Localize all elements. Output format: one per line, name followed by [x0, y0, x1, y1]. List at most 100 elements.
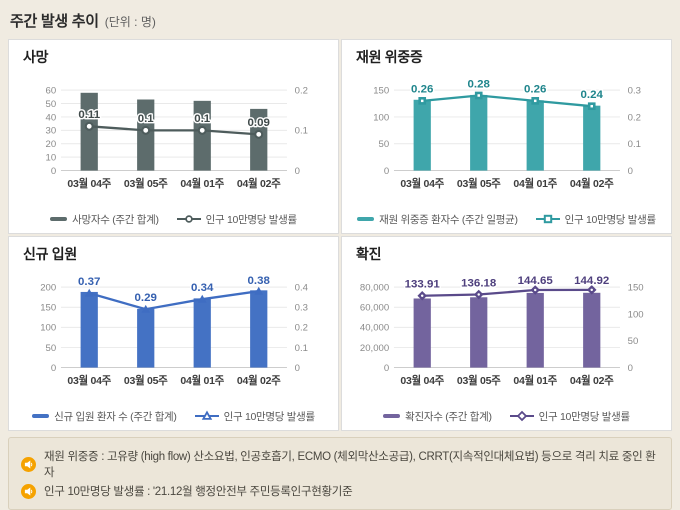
svg-text:0.2: 0.2: [295, 323, 308, 334]
svg-text:0: 0: [51, 363, 56, 374]
svg-text:50: 50: [628, 336, 639, 347]
svg-text:0.38: 0.38: [248, 275, 271, 287]
svg-text:03월 05주: 03월 05주: [124, 374, 168, 387]
footnote-line: 재원 위중증 : 고유량 (high flow) 산소요법, 인공호흡기, EC…: [21, 448, 659, 480]
svg-text:03월 04주: 03월 04주: [400, 177, 444, 190]
chart-legend-confirmed: 확진자수 (주간 합계) 인구 10만명당 발생률: [348, 406, 665, 426]
legend-item-bar: 재원 위중증 환자수 (주간 일평균): [357, 212, 518, 227]
bar-swatch-icon: [383, 414, 401, 418]
svg-text:0.34: 0.34: [191, 282, 214, 294]
svg-text:50: 50: [46, 343, 57, 354]
chart-title-admissions: 신규 입원: [23, 246, 77, 262]
line-marker-icon: [509, 410, 534, 422]
svg-text:0.3: 0.3: [295, 303, 308, 314]
footnotes-box: 재원 위중증 : 고유량 (high flow) 산소요법, 인공호흡기, EC…: [8, 437, 672, 510]
svg-text:20,000: 20,000: [360, 343, 389, 354]
svg-text:04월 01주: 04월 01주: [513, 374, 557, 387]
svg-text:40: 40: [46, 112, 57, 123]
svg-text:0.37: 0.37: [78, 276, 100, 288]
svg-text:03월 04주: 03월 04주: [67, 177, 111, 190]
svg-text:136.18: 136.18: [461, 277, 497, 289]
svg-text:0.28: 0.28: [468, 78, 491, 90]
chart-title-severe: 재원 위중증: [356, 49, 423, 65]
chart-title-deaths: 사망: [23, 49, 49, 65]
svg-text:03월 05주: 03월 05주: [124, 177, 168, 190]
svg-text:150: 150: [628, 282, 644, 293]
legend-item-bar: 신규 입원 환자 수 (주간 합계): [32, 409, 177, 424]
chart-panel-severe: 재원 위중증 0 50 100 150 0 0.1 0.2 0.3 03월 04주 03월 05주…: [341, 39, 672, 234]
svg-text:0.1: 0.1: [295, 126, 308, 137]
svg-text:50: 50: [46, 99, 57, 110]
svg-text:100: 100: [628, 309, 644, 320]
page-title-row: 주간 발생 추이 (단위 : 명): [10, 10, 670, 31]
svg-text:60: 60: [46, 85, 57, 96]
chart-grid: 사망 0 10 20 30 40 50 60 0 0.1 0.2 03월 04주 03월 05주 04월…: [8, 39, 672, 431]
svg-text:03월 04주: 03월 04주: [400, 374, 444, 387]
chart-deaths: 0 10 20 30 40 50 60 0 0.1 0.2 03월 04주 03월 05주 04월 01…: [15, 67, 332, 209]
chart-admissions: 0 50 100 150 200 0 0.1 0.2 0.3 0.4 03월 04주 03월 05주 0…: [15, 264, 332, 406]
speaker-icon: [21, 456, 36, 472]
svg-text:133.91: 133.91: [405, 279, 441, 291]
svg-text:30: 30: [46, 126, 57, 137]
bar-swatch-icon: [32, 414, 50, 418]
svg-text:04월 01주: 04월 01주: [180, 177, 224, 190]
svg-text:0: 0: [628, 363, 633, 374]
svg-text:150: 150: [40, 303, 56, 314]
svg-text:03월 05주: 03월 05주: [457, 374, 501, 387]
svg-text:0.3: 0.3: [628, 85, 641, 96]
svg-text:10: 10: [46, 153, 57, 164]
line-marker-icon: [194, 410, 219, 420]
svg-text:0.09: 0.09: [248, 117, 270, 129]
svg-text:0.26: 0.26: [524, 84, 546, 96]
svg-text:0.2: 0.2: [628, 112, 641, 123]
svg-text:0: 0: [295, 363, 300, 374]
svg-text:04월 01주: 04월 01주: [513, 177, 557, 190]
svg-text:04월 02주: 04월 02주: [237, 374, 281, 387]
svg-text:60,000: 60,000: [360, 303, 389, 314]
svg-text:0.24: 0.24: [581, 89, 604, 101]
chart-legend-deaths: 사망자수 (주간 합계) 인구 10만명당 발생률: [15, 209, 332, 229]
svg-text:0: 0: [384, 363, 389, 374]
chart-legend-admissions: 신규 입원 환자 수 (주간 합계) 인구 10만명당 발생률: [15, 406, 332, 426]
chart-panel-deaths: 사망 0 10 20 30 40 50 60 0 0.1 0.2 03월 04주 03월 05주 04월…: [8, 39, 339, 234]
legend-item-line: 인구 10만명당 발생률: [176, 212, 297, 227]
svg-text:40,000: 40,000: [360, 323, 389, 334]
legend-item-line: 인구 10만명당 발생률: [194, 409, 315, 424]
svg-text:0.26: 0.26: [411, 84, 433, 96]
bar-swatch-icon: [50, 217, 68, 221]
footnote-text: 인구 10만명당 발생률 : '21.12월 행정안전부 주민등록인구현황기준: [44, 486, 353, 498]
svg-text:144.65: 144.65: [518, 275, 554, 287]
svg-text:0.1: 0.1: [295, 343, 308, 354]
svg-text:0: 0: [384, 166, 389, 177]
svg-text:50: 50: [379, 139, 390, 150]
legend-item-line: 인구 10만명당 발생률: [509, 409, 630, 424]
svg-text:04월 02주: 04월 02주: [237, 177, 281, 190]
svg-text:04월 01주: 04월 01주: [180, 374, 224, 387]
svg-text:04월 02주: 04월 02주: [570, 374, 614, 387]
svg-text:20: 20: [46, 139, 57, 150]
svg-text:0.1: 0.1: [194, 113, 211, 125]
chart-panel-admissions: 신규 입원 0 50 100 150 200 0 0.1 0.2 0.3 0.4 03월 04주 03…: [8, 236, 339, 431]
legend-item-bar: 사망자수 (주간 합계): [50, 212, 159, 227]
svg-text:150: 150: [373, 85, 389, 96]
svg-text:200: 200: [40, 282, 56, 293]
line-marker-icon: [176, 215, 201, 223]
svg-text:03월 05주: 03월 05주: [457, 177, 501, 190]
svg-text:03월 04주: 03월 04주: [67, 374, 111, 387]
chart-legend-severe: 재원 위중증 환자수 (주간 일평균) 인구 10만명당 발생률: [348, 209, 665, 229]
svg-text:0: 0: [51, 166, 56, 177]
chart-severe: 0 50 100 150 0 0.1 0.2 0.3 03월 04주 03월 05주 04월 01주…: [348, 67, 665, 209]
svg-text:0.4: 0.4: [295, 282, 309, 293]
svg-text:0.1: 0.1: [138, 113, 155, 125]
svg-text:0: 0: [628, 166, 633, 177]
speaker-icon: [21, 483, 36, 499]
legend-item-bar: 확진자수 (주간 합계): [383, 409, 492, 424]
chart-confirmed: 0 20,000 40,000 60,000 80,000 0 50 100 150 03월 04…: [348, 264, 665, 406]
legend-item-line: 인구 10만명당 발생률: [535, 212, 656, 227]
svg-text:04월 02주: 04월 02주: [570, 177, 614, 190]
chart-panel-confirmed: 확진 0 20,000 40,000 60,000 80,000 0 50 100 150 03월…: [341, 236, 672, 431]
svg-text:100: 100: [40, 323, 56, 334]
svg-text:0.11: 0.11: [78, 109, 100, 121]
svg-text:0: 0: [295, 166, 300, 177]
line-marker-icon: [535, 214, 560, 224]
